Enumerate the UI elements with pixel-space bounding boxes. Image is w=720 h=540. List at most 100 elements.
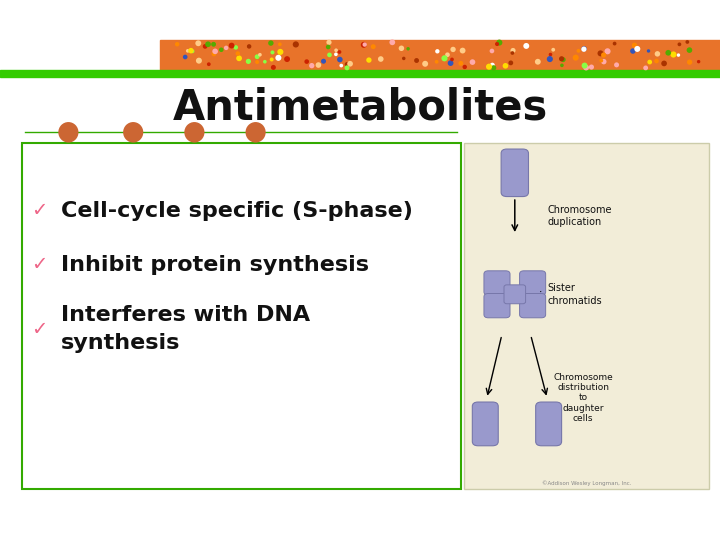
Point [556, 61, 567, 70]
Point [595, 49, 606, 58]
Point [266, 55, 277, 64]
Point [598, 51, 609, 59]
Point [494, 38, 505, 47]
Point [396, 44, 408, 52]
Point [521, 42, 532, 50]
Point [402, 44, 414, 53]
Point [500, 62, 511, 70]
Point [457, 46, 469, 55]
Point [447, 45, 459, 54]
Point [557, 55, 569, 64]
Text: ©Addison Wesley Longman, Inc.: ©Addison Wesley Longman, Inc. [542, 481, 631, 486]
Point [330, 50, 342, 59]
Point [580, 63, 592, 72]
Point [226, 41, 238, 50]
Point [595, 56, 607, 65]
Text: Cell-cycle specific (S-phase): Cell-cycle specific (S-phase) [61, 200, 413, 221]
Point [547, 45, 559, 54]
Point [208, 40, 220, 49]
Point [220, 44, 232, 52]
Point [662, 49, 674, 57]
Text: Inhibit protein synthesis: Inhibit protein synthesis [61, 254, 369, 275]
Point [570, 53, 582, 62]
Point [419, 59, 431, 68]
Point [312, 60, 324, 69]
Point [215, 45, 227, 54]
Point [336, 61, 347, 70]
Point [438, 54, 450, 63]
Point [251, 58, 263, 66]
FancyBboxPatch shape [501, 149, 528, 197]
Point [652, 50, 663, 58]
Point [508, 46, 519, 55]
Point [684, 46, 696, 55]
Point [644, 58, 655, 66]
Point [585, 63, 597, 71]
Text: ✓: ✓ [32, 201, 48, 220]
Point [344, 59, 356, 68]
Point [672, 51, 684, 59]
Point [579, 61, 590, 70]
Point [640, 64, 652, 72]
Point [627, 47, 639, 56]
Point [330, 46, 342, 55]
Ellipse shape [184, 122, 204, 143]
Point [411, 56, 423, 65]
Point [431, 57, 442, 66]
Point [363, 56, 374, 64]
Point [268, 63, 279, 72]
Point [254, 50, 266, 59]
Point [598, 57, 610, 66]
Point [301, 57, 312, 66]
Ellipse shape [246, 122, 266, 143]
Point [182, 46, 194, 55]
Point [693, 57, 704, 66]
Point [674, 40, 685, 49]
FancyBboxPatch shape [520, 271, 546, 295]
Point [611, 60, 622, 69]
Point [455, 59, 467, 68]
Point [629, 41, 640, 50]
Point [323, 43, 334, 51]
Point [507, 49, 518, 57]
Point [274, 40, 286, 49]
Point [651, 57, 662, 65]
Point [658, 59, 670, 68]
Bar [464, 143, 709, 489]
Point [334, 55, 346, 64]
Point [367, 42, 379, 51]
FancyBboxPatch shape [472, 402, 498, 446]
Point [203, 60, 215, 69]
Point [483, 62, 495, 71]
Text: Chromosome
distribution
to
daughter
cells: Chromosome distribution to daughter cell… [554, 373, 613, 423]
Point [467, 58, 478, 66]
Point [572, 46, 584, 55]
Point [578, 44, 590, 53]
Point [273, 53, 284, 62]
Text: ✓: ✓ [32, 255, 48, 274]
Point [602, 47, 613, 56]
Point [358, 40, 369, 49]
Point [324, 51, 336, 59]
Point [318, 57, 329, 65]
Point [192, 39, 204, 48]
Point [609, 39, 621, 48]
Point [251, 52, 263, 61]
Point [643, 46, 654, 55]
Text: ✓: ✓ [32, 320, 48, 339]
Point [202, 40, 214, 49]
Text: Chromosome
duplication: Chromosome duplication [547, 205, 612, 227]
Point [491, 39, 503, 48]
Point [243, 57, 254, 66]
Point [398, 54, 410, 63]
Point [375, 55, 387, 63]
Point [545, 50, 557, 59]
Point [185, 46, 197, 55]
Point [232, 49, 243, 58]
Point [243, 42, 255, 51]
Point [171, 40, 183, 49]
Point [505, 58, 516, 67]
FancyBboxPatch shape [484, 271, 510, 295]
Point [446, 55, 458, 64]
Point [274, 48, 286, 56]
